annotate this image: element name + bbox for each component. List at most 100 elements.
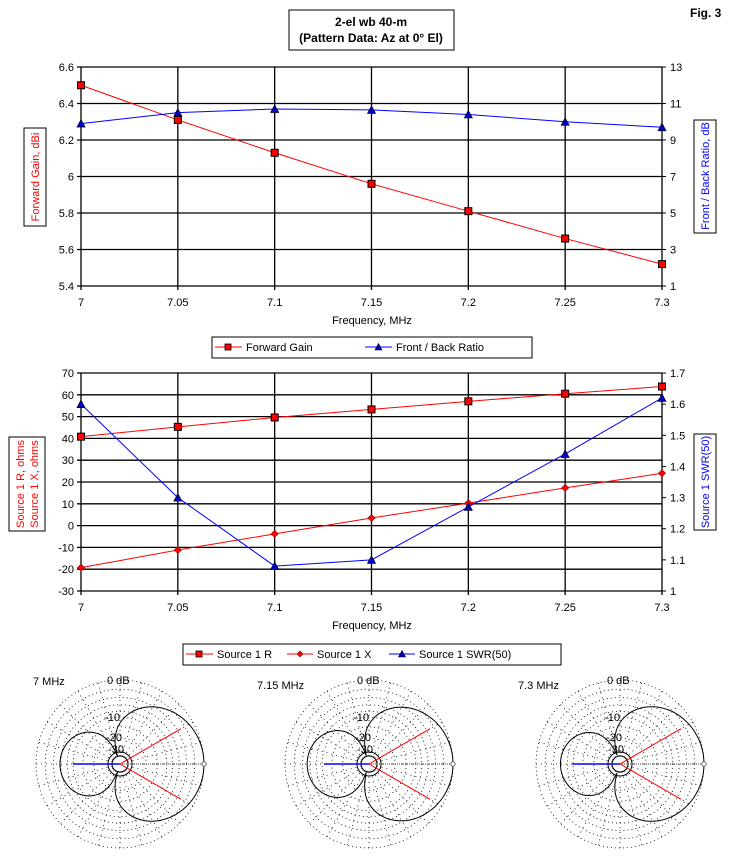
source-1-x-point bbox=[77, 563, 85, 572]
polar-ring bbox=[60, 704, 180, 824]
source-1-swr-50-point bbox=[463, 502, 473, 511]
impedance-x-axis-title: Frequency, MHz bbox=[332, 620, 412, 632]
legend-square-marker-icon bbox=[195, 650, 203, 658]
y2-tick-label: 11 bbox=[670, 99, 681, 111]
polar-spoke bbox=[621, 682, 643, 757]
legend-fb-label: Front / Back Ratio bbox=[396, 342, 484, 354]
polar-beamwidth-line bbox=[119, 763, 182, 800]
polar-spoke bbox=[38, 741, 113, 763]
polar-ring-label-20: -20 bbox=[355, 732, 371, 744]
y2-tick-label: 1.5 bbox=[670, 430, 685, 442]
forward-gain-point bbox=[658, 260, 666, 269]
gain-y-axis-title: Forward Gain, dBi bbox=[30, 133, 42, 222]
fb-y2-axis-title-box bbox=[693, 119, 717, 234]
y2-tick-label: 1.4 bbox=[670, 461, 685, 473]
polar-beamwidth-line bbox=[119, 728, 182, 765]
swr-y2-axis-title-box bbox=[693, 433, 717, 531]
polar-plot: -10-20-30 bbox=[535, 679, 707, 849]
gain-fb-x-axis-ticks: 7 7.05 7.1 7.15 7.2 7.25 7.3 bbox=[78, 297, 670, 309]
y2-tick-label: 1 bbox=[670, 586, 676, 598]
source-1-r-point bbox=[561, 389, 570, 398]
y2-tick-label: 1.7 bbox=[670, 368, 685, 380]
y2-tick-label: 3 bbox=[670, 245, 676, 257]
y2-tick-label: 1.1 bbox=[670, 555, 685, 567]
impedance-y-axis-title-r: Source 1 R, ohms bbox=[15, 439, 27, 528]
polar-beamwidth-line bbox=[619, 763, 682, 800]
gain-fb-series bbox=[76, 81, 667, 269]
source-1-x-point bbox=[561, 483, 570, 492]
y-tick-label: 30 bbox=[62, 455, 74, 467]
y-tick-label: -20 bbox=[58, 564, 74, 576]
y-tick-label: 50 bbox=[62, 412, 74, 424]
y-tick-label: -10 bbox=[58, 542, 74, 554]
polar-ring bbox=[309, 704, 429, 824]
polar-spoke bbox=[287, 741, 362, 763]
azimuth-pattern-trace bbox=[59, 706, 205, 822]
chart-title-line1: 2-el wb 40-m bbox=[335, 15, 407, 29]
x-tick-label: 7.05 bbox=[167, 297, 188, 309]
front-back-ratio-point bbox=[366, 105, 377, 114]
y2-tick-label: 5 bbox=[670, 208, 676, 220]
gain-fb-gridlines bbox=[77, 66, 663, 290]
chart-title-line2: (Pattern Data: Az at 0° El) bbox=[299, 31, 443, 45]
forward-gain-point bbox=[77, 81, 85, 90]
gain-fb-legend: Forward Gain Front / Back Ratio bbox=[211, 336, 533, 359]
source-1-x-point bbox=[367, 513, 376, 522]
source-1-x-point bbox=[270, 529, 279, 538]
gain-y-axis-ticks: 6.6 6.4 6.2 6 5.8 5.6 5.4 bbox=[59, 62, 74, 293]
x-tick-label: 7.3 bbox=[654, 602, 669, 614]
polar-beamwidth-line bbox=[368, 763, 431, 800]
azimuth-pattern-trace bbox=[306, 706, 454, 822]
y-tick-label: 5.8 bbox=[59, 208, 74, 220]
polar-spoke bbox=[326, 770, 366, 837]
polar-spoke bbox=[287, 765, 362, 787]
y2-tick-label: 13 bbox=[670, 62, 682, 74]
polar-spoke bbox=[346, 771, 368, 846]
azimuth-patterns: -10-20-30-10-20-30-10-20-30 bbox=[35, 679, 707, 849]
y-tick-label: 6 bbox=[68, 172, 74, 184]
polar-ring-label-10: -10 bbox=[353, 712, 369, 724]
polar-spoke bbox=[623, 770, 663, 837]
polar-spoke bbox=[627, 741, 702, 763]
swr-y2-axis-title: Source 1 SWR(50) bbox=[700, 436, 712, 528]
x-tick-label: 7.1 bbox=[267, 602, 282, 614]
x-tick-label: 7.2 bbox=[461, 602, 476, 614]
front-back-ratio-point bbox=[173, 107, 183, 117]
source-1-swr-50-point bbox=[657, 393, 667, 402]
title-box bbox=[288, 9, 455, 51]
y-tick-label: 6.6 bbox=[59, 62, 74, 74]
source-1-r-point bbox=[658, 382, 666, 391]
front-back-ratio-point bbox=[560, 117, 570, 126]
y-tick-label: 20 bbox=[62, 477, 74, 489]
legend-source-x-label: Source 1 X bbox=[317, 649, 372, 661]
front-back-ratio-point bbox=[270, 104, 280, 113]
polar-spoke bbox=[47, 721, 114, 761]
impedance-y-axis-title-x: Source 1 X, ohms bbox=[29, 440, 41, 528]
polar-spoke bbox=[577, 770, 617, 837]
source-1-r-point bbox=[367, 405, 376, 414]
polar-ring-label-10: -10 bbox=[604, 712, 620, 724]
legend-source-swr-label: Source 1 SWR(50) bbox=[419, 649, 511, 661]
y2-tick-label: 7 bbox=[670, 172, 676, 184]
x-tick-label: 7 bbox=[78, 602, 84, 614]
y-tick-label: 5.6 bbox=[59, 245, 74, 257]
legend-forward-gain-label: Forward Gain bbox=[246, 342, 313, 354]
impedance-swr-series bbox=[76, 382, 667, 572]
polar-beamwidth-line bbox=[619, 728, 682, 765]
polar-label-7-15mhz: 7.15 MHz bbox=[257, 680, 304, 692]
legend-triangle-marker-icon bbox=[374, 342, 383, 351]
polar-spoke bbox=[123, 691, 163, 758]
x-tick-label: 7.3 bbox=[654, 297, 669, 309]
x-tick-label: 7.1 bbox=[267, 297, 282, 309]
polar-plot: -10-20-30 bbox=[284, 679, 456, 849]
source-1-r-point bbox=[270, 413, 279, 422]
forward-gain-point bbox=[367, 179, 376, 188]
y-tick-label: 40 bbox=[62, 433, 74, 445]
legend-triangle-marker-icon bbox=[397, 649, 407, 658]
gain-fb-x-axis-title: Frequency, MHz bbox=[332, 315, 412, 327]
x-tick-label: 7.2 bbox=[461, 297, 476, 309]
polar-ring-label-20: -20 bbox=[606, 732, 622, 744]
polar-spoke bbox=[121, 682, 143, 757]
polar-spoke bbox=[372, 770, 412, 837]
